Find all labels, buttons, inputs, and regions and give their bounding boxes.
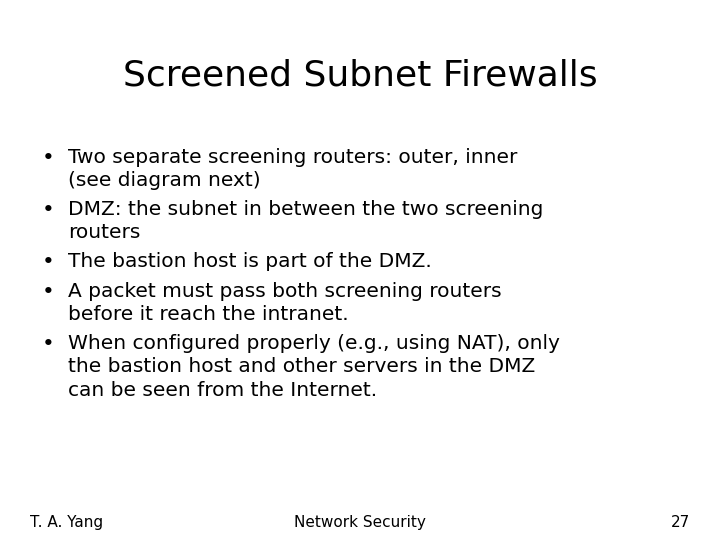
Text: •: • — [42, 148, 55, 168]
Text: 27: 27 — [671, 515, 690, 530]
Text: Network Security: Network Security — [294, 515, 426, 530]
Text: The bastion host is part of the DMZ.: The bastion host is part of the DMZ. — [68, 252, 432, 271]
Text: DMZ: the subnet in between the two screening
routers: DMZ: the subnet in between the two scree… — [68, 200, 544, 242]
Text: •: • — [42, 334, 55, 354]
Text: A packet must pass both screening routers
before it reach the intranet.: A packet must pass both screening router… — [68, 282, 502, 325]
Text: •: • — [42, 282, 55, 302]
Text: When configured properly (e.g., using NAT), only
the bastion host and other serv: When configured properly (e.g., using NA… — [68, 334, 560, 400]
Text: •: • — [42, 200, 55, 220]
Text: •: • — [42, 252, 55, 272]
Text: T. A. Yang: T. A. Yang — [30, 515, 103, 530]
Text: Two separate screening routers: outer, inner
(see diagram next): Two separate screening routers: outer, i… — [68, 148, 518, 191]
Text: Screened Subnet Firewalls: Screened Subnet Firewalls — [122, 58, 598, 92]
